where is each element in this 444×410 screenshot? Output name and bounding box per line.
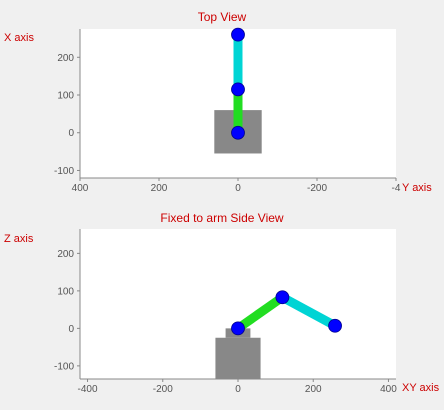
top-view-vertical-axis-name: X axis: [4, 32, 34, 44]
top-view-joint-2: [231, 82, 245, 97]
side-view-y-tick-label: 0: [68, 324, 74, 335]
top-view-x-tick-label: 400: [72, 183, 89, 194]
top-view-title: Top View: [197, 10, 247, 24]
top-view-horizontal-axis-name: Y axis: [402, 182, 432, 194]
side-view-vertical-axis-name: Z axis: [4, 233, 34, 245]
side-view-y-tick-label: 100: [57, 286, 74, 297]
side-view-joint-1: [231, 321, 245, 336]
side-view-x-tick-label: 0: [235, 384, 241, 395]
side-view-x-tick-label: -200: [153, 384, 173, 395]
side-view-arm-segment-1: [235, 293, 285, 333]
top-view-joint-3: [231, 27, 245, 42]
top-view-y-tick-label: -100: [54, 166, 74, 177]
top-view-x-tick-label: -4: [392, 183, 401, 194]
side-view-horizontal-axis-name: XY axis: [402, 382, 440, 394]
side-view-title: Fixed to arm Side View: [160, 211, 284, 225]
top-view-plot: 200 100 0 -100 400 200 0 -200 -4: [54, 27, 401, 194]
side-view-joint-3: [328, 318, 342, 333]
side-view-base-block: [215, 337, 261, 379]
top-view-y-tick-label: 100: [57, 91, 74, 102]
side-view-y-tick-label: -100: [54, 361, 74, 372]
side-view-x-tick-label: -400: [78, 384, 98, 395]
side-view-joint-2: [275, 290, 290, 305]
side-view-plot: 200 100 0 -100 -400 -200 0 200 400: [54, 229, 397, 395]
top-view-joint-1: [231, 125, 245, 140]
top-view-x-tick-label: 0: [235, 183, 241, 194]
side-view-x-tick-label: 400: [380, 384, 397, 395]
side-view-x-tick-label: 200: [305, 384, 322, 395]
top-view-y-tick-label: 200: [57, 53, 74, 64]
top-view-x-tick-label: -200: [307, 183, 327, 194]
side-view-arm-segment-2: [280, 293, 338, 330]
top-view-y-tick-label: 0: [68, 128, 74, 139]
side-view-y-tick-label: 200: [57, 249, 74, 260]
top-view-x-tick-label: 200: [151, 183, 168, 194]
